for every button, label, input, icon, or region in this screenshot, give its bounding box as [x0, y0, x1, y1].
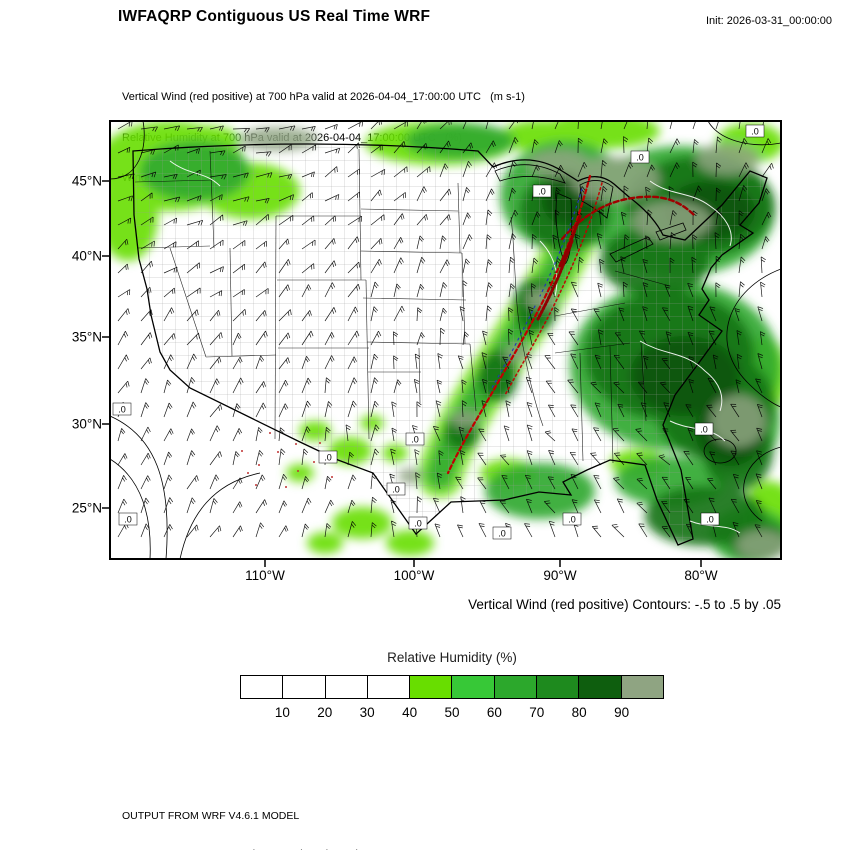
legend-tick-80: 80 — [571, 705, 587, 720]
svg-text:.0: .0 — [700, 425, 708, 435]
model-footer: OUTPUT FROM WRF V4.6.1 MODEL WE = 580 ; … — [122, 785, 535, 850]
legend-title: Relative Humidity (%) — [387, 650, 517, 665]
legend-tick-60: 60 — [486, 705, 502, 720]
subtitle-vertical-wind: Vertical Wind (red positive) at 700 hPa … — [122, 91, 525, 103]
map-frame — [109, 120, 782, 560]
contour-value-labels: .0 .0 .0 .0 .0 .0 .0 .0 .0 .0 .0 .0 .0 — [112, 124, 765, 540]
legend-swatch-1 — [240, 675, 284, 699]
svg-text:.0: .0 — [538, 187, 546, 197]
axis-ticks — [102, 180, 702, 567]
lon-label-110: 110°W — [245, 568, 285, 583]
init-time-label: Init: 2026-03-31_00:00:00 — [706, 15, 832, 27]
lat-label-30: 30°N — [71, 416, 102, 432]
lat-label-45: 45°N — [71, 173, 102, 189]
legend-colorbar — [240, 675, 664, 699]
legend-tick-30: 30 — [359, 705, 375, 720]
svg-text:.0: .0 — [498, 529, 506, 539]
vertical-wind-speckles — [241, 432, 333, 488]
footer-model-config: WE = 580 ; SN = 380 ; Levels = 38 ; Dis … — [122, 848, 535, 850]
svg-text:.0: .0 — [411, 435, 419, 445]
svg-text:.0: .0 — [124, 515, 132, 525]
contour-caption: Vertical Wind (red positive) Contours: -… — [468, 597, 781, 612]
legend-swatch-7 — [493, 675, 538, 699]
legend-swatch-6 — [451, 675, 495, 699]
lat-label-40: 40°N — [71, 248, 102, 264]
legend-swatch-5 — [409, 675, 453, 699]
svg-text:.0: .0 — [636, 153, 644, 163]
lat-label-25: 25°N — [71, 500, 102, 516]
svg-text:.0: .0 — [324, 453, 332, 463]
map-area: .0 .0 .0 .0 .0 .0 .0 .0 .0 .0 .0 .0 .0 45°N 40°N 35°N 3… — [72, 120, 782, 583]
legend-swatch-10 — [620, 675, 664, 699]
ocean-contour-lines — [110, 121, 781, 559]
legend-tick-10: 10 — [274, 705, 290, 720]
legend-swatch-2 — [282, 675, 326, 699]
legend-swatch-3 — [324, 675, 368, 699]
legend-tick-90: 90 — [614, 705, 630, 720]
svg-text:.0: .0 — [414, 519, 422, 529]
legend-swatch-8 — [536, 675, 580, 699]
svg-text:.0: .0 — [392, 485, 400, 495]
lon-label-80: 80°W — [684, 568, 718, 583]
svg-text:.0: .0 — [568, 515, 576, 525]
lon-label-100: 100°W — [393, 568, 435, 583]
legend-tick-50: 50 — [444, 705, 460, 720]
legend-tick-40: 40 — [402, 705, 418, 720]
legend-swatch-4 — [366, 675, 411, 699]
vertical-wind-contours — [241, 174, 696, 488]
weather-map: .0 .0 .0 .0 .0 .0 .0 .0 .0 .0 .0 .0 .0 — [102, 120, 782, 567]
plot-title: IWFAQRP Contiguous US Real Time WRF — [118, 8, 431, 25]
footer-model-version: OUTPUT FROM WRF V4.6.1 MODEL — [122, 810, 300, 822]
legend-tick-20: 20 — [317, 705, 333, 720]
legend-tick-70: 70 — [529, 705, 545, 720]
svg-text:.0: .0 — [706, 515, 714, 525]
lat-label-35: 35°N — [71, 329, 102, 345]
lon-label-90: 90°W — [543, 568, 577, 583]
legend-swatch-9 — [578, 675, 622, 699]
svg-text:.0: .0 — [751, 127, 759, 137]
svg-text:.0: .0 — [118, 405, 126, 415]
